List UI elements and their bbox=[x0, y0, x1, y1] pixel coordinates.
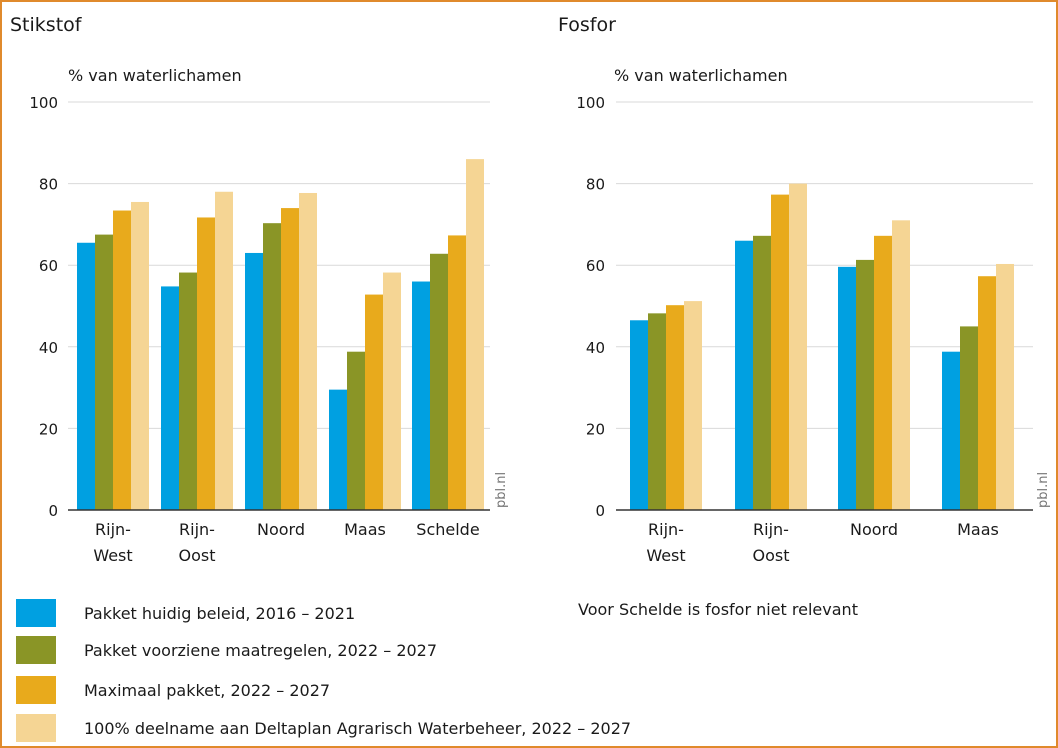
y-axis-label-fosfor: % van waterlichamen bbox=[614, 66, 788, 85]
bar bbox=[197, 217, 215, 511]
bar bbox=[735, 240, 753, 510]
legend-item-huidig-beleid: Pakket huidig beleid, 2016 – 2021 bbox=[16, 599, 355, 627]
bar bbox=[131, 201, 149, 510]
bar bbox=[347, 351, 365, 510]
legend-swatch bbox=[16, 599, 56, 627]
x-category-label: West bbox=[93, 546, 132, 565]
legend-label: Maximaal pakket, 2022 – 2027 bbox=[84, 680, 331, 700]
bar-chart-fosfor: 0 20 40 60 80 100 Rijn- West Rijn- Oost Noord Maas p… bbox=[576, 94, 1051, 565]
bar bbox=[113, 210, 131, 510]
y-tick-label: 80 bbox=[39, 176, 58, 194]
chart-title-stikstof: Stikstof bbox=[10, 14, 82, 36]
bar bbox=[299, 192, 317, 510]
legend-label: Pakket huidig beleid, 2016 – 2021 bbox=[84, 603, 356, 623]
bar bbox=[215, 191, 233, 510]
x-category-label: Rijn- bbox=[95, 520, 131, 539]
y-tick-label: 80 bbox=[586, 176, 605, 194]
bar bbox=[771, 194, 789, 510]
legend-swatch bbox=[16, 676, 56, 704]
legend-item-deltaplan: 100% deelname aan Deltaplan Agrarisch Wa… bbox=[16, 714, 631, 742]
bar bbox=[978, 276, 996, 510]
legend-item-voorziene-maatregelen: Pakket voorziene maatregelen, 2022 – 202… bbox=[16, 636, 437, 664]
bar bbox=[161, 286, 179, 510]
bar bbox=[77, 242, 95, 510]
x-category-label: Maas bbox=[957, 520, 999, 539]
source-label: pbl.nl bbox=[494, 472, 509, 508]
x-category-label: Noord bbox=[257, 520, 305, 539]
bar bbox=[383, 272, 401, 510]
x-category-label: Oost bbox=[179, 546, 216, 565]
bar bbox=[630, 320, 648, 510]
bar bbox=[263, 223, 281, 510]
y-axis-label-stikstof: % van waterlichamen bbox=[68, 66, 242, 85]
bar bbox=[95, 234, 113, 510]
legend-item-maximaal-pakket: Maximaal pakket, 2022 – 2027 bbox=[16, 676, 330, 704]
chart-title-fosfor: Fosfor bbox=[558, 14, 616, 36]
bar bbox=[856, 259, 874, 510]
bar-chart-stikstof: 0 20 40 60 80 100 Rijn- West Rijn- Oost Noord Maas S… bbox=[29, 94, 509, 565]
bar bbox=[281, 208, 299, 510]
note-schelde: Voor Schelde is fosfor niet relevant bbox=[578, 600, 858, 619]
bar bbox=[789, 183, 807, 510]
bar bbox=[412, 281, 430, 510]
bar bbox=[874, 235, 892, 510]
x-category-label: Rijn- bbox=[753, 520, 789, 539]
legend-swatch bbox=[16, 714, 56, 742]
source-label: pbl.nl bbox=[1036, 472, 1051, 508]
x-category-label: Rijn- bbox=[179, 520, 215, 539]
legend-swatch bbox=[16, 636, 56, 664]
y-tick-label: 100 bbox=[576, 94, 605, 112]
bar bbox=[448, 235, 466, 510]
x-category-label: West bbox=[646, 546, 685, 565]
y-tick-label: 60 bbox=[39, 257, 58, 275]
legend-label: Pakket voorziene maatregelen, 2022 – 202… bbox=[84, 640, 438, 660]
bar bbox=[960, 326, 978, 510]
bar bbox=[838, 266, 856, 510]
bar bbox=[684, 301, 702, 510]
y-tick-label: 20 bbox=[39, 420, 58, 438]
bar bbox=[365, 294, 383, 510]
bar bbox=[466, 159, 484, 510]
y-tick-label: 0 bbox=[48, 502, 58, 520]
bar bbox=[179, 272, 197, 510]
y-tick-label: 20 bbox=[586, 420, 605, 438]
bar bbox=[245, 252, 263, 510]
bar bbox=[430, 253, 448, 510]
bar bbox=[892, 220, 910, 510]
x-category-label: Rijn- bbox=[648, 520, 684, 539]
y-tick-label: 40 bbox=[39, 339, 58, 357]
bar bbox=[666, 305, 684, 510]
bar bbox=[996, 263, 1014, 510]
bar bbox=[753, 235, 771, 510]
y-tick-label: 0 bbox=[595, 502, 605, 520]
y-tick-label: 40 bbox=[586, 339, 605, 357]
x-category-label: Maas bbox=[344, 520, 386, 539]
y-tick-label: 100 bbox=[29, 94, 58, 112]
x-category-label: Oost bbox=[753, 546, 790, 565]
bar bbox=[648, 313, 666, 510]
bar bbox=[329, 389, 347, 510]
x-category-label: Noord bbox=[850, 520, 898, 539]
y-tick-label: 60 bbox=[586, 257, 605, 275]
bar bbox=[942, 351, 960, 510]
x-category-label: Schelde bbox=[416, 520, 479, 539]
legend-label: 100% deelname aan Deltaplan Agrarisch Wa… bbox=[84, 718, 632, 738]
